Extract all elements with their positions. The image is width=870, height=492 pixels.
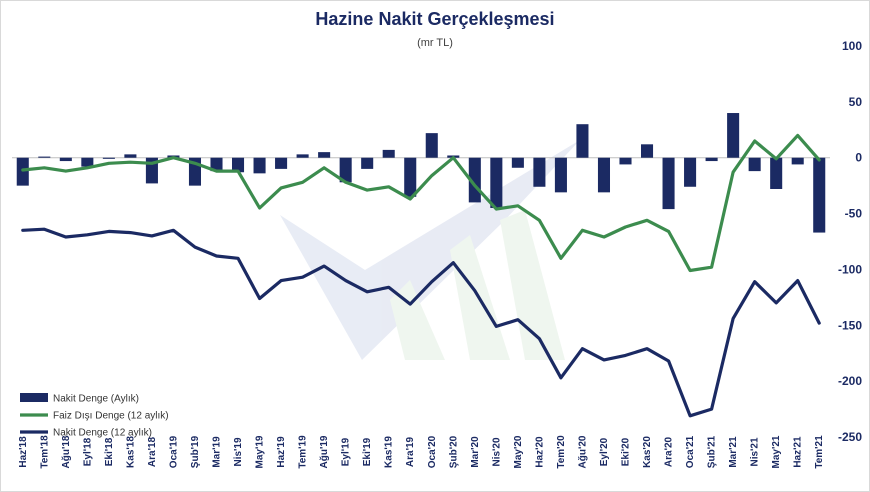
x-tick-label: May'20 — [513, 435, 524, 468]
legend-label: Nakit Denge (12 aylık) — [53, 428, 152, 439]
x-tick-label: Kas'18 — [125, 436, 136, 468]
bar-Nis'19 — [231, 157, 245, 173]
bar-Ara'20 — [662, 157, 675, 210]
bar-Nis'20 — [490, 157, 503, 208]
bar-May'19 — [253, 157, 266, 174]
x-tick-label: Tem'18 — [39, 435, 50, 469]
legend-label: Faiz Dışı Denge (12 aylık) — [53, 411, 169, 422]
x-tick-label: Tem'20 — [556, 435, 567, 469]
series-line-2 — [21, 227, 821, 418]
x-tick-label: Mar'20 — [470, 436, 481, 468]
bar-Kas'20 — [640, 144, 654, 158]
x-tick-label: Ağu'20 — [577, 435, 588, 468]
bar-Oca'20 — [425, 133, 438, 158]
y-tick-label: -50 — [845, 207, 863, 221]
y-tick-label: -250 — [838, 430, 862, 444]
bar-Eyl'18 — [81, 157, 94, 167]
bar-Eyl'19 — [339, 157, 352, 183]
x-tick-label: Ağu'18 — [61, 435, 72, 468]
x-tick-label: Eki'20 — [621, 437, 632, 466]
bar-Ağu'19 — [318, 152, 331, 158]
x-tick-label: Haz'19 — [276, 436, 287, 468]
bar-Kas'19 — [382, 149, 395, 158]
x-tick-label: Oca'20 — [427, 435, 438, 468]
bar-Eki'19 — [361, 157, 374, 169]
series-line-1 — [21, 133, 821, 273]
bar-May'21 — [770, 157, 783, 189]
bar-Oca'21 — [684, 157, 697, 187]
x-tick-label: Oca'21 — [685, 435, 696, 468]
x-tick-label: Ara'20 — [664, 436, 675, 467]
legend-label: Nakit Denge (Aylık) — [53, 394, 139, 405]
bar-Haz'21 — [791, 157, 804, 165]
y-tick-label: -100 — [838, 262, 862, 276]
x-tick-label: Eyl'19 — [341, 437, 352, 466]
bar-Ara'19 — [404, 157, 417, 197]
chart-subtitle: (mr TL) — [417, 37, 453, 49]
x-tick-label: Tem'19 — [298, 435, 309, 469]
y-tick-label: -200 — [838, 374, 862, 388]
bar-Haz'20 — [533, 157, 546, 187]
x-tick-label: Eki'19 — [362, 437, 373, 466]
x-tick-label: Ara'18 — [147, 436, 158, 467]
x-tick-label: Nis'20 — [491, 437, 502, 467]
x-tick-label: Şub'21 — [707, 435, 718, 468]
bar-Eyl'20 — [597, 157, 611, 193]
y-tick-label: 0 — [855, 151, 862, 165]
y-tick-label: -150 — [838, 318, 862, 332]
bar-May'20 — [511, 157, 524, 168]
x-tick-label: Eyl'18 — [82, 437, 93, 466]
bar-Eki'18 — [102, 157, 115, 159]
x-tick-label: Nis'21 — [750, 437, 761, 467]
bar-Haz'18 — [16, 157, 29, 186]
x-tick-label: Haz'18 — [18, 436, 29, 468]
x-tick-label: Oca'19 — [168, 435, 179, 468]
bar-Tem'19 — [296, 154, 309, 158]
x-tick-label: Haz'21 — [793, 436, 804, 468]
bar-Tem'20 — [554, 157, 567, 193]
bar-Kas'18 — [124, 154, 137, 158]
x-tick-label: Mar'21 — [728, 436, 739, 468]
x-tick-label: Haz'20 — [534, 436, 545, 468]
x-tick-label: Kas'20 — [642, 436, 653, 468]
bar-Nis'21 — [748, 157, 761, 172]
bar-Ağu'20 — [576, 124, 589, 158]
bar-Ağu'18 — [59, 157, 72, 162]
y-tick-label: 100 — [842, 39, 862, 53]
x-tick-label: Eyl'20 — [599, 437, 610, 466]
x-tick-label: Ağu'19 — [319, 435, 330, 468]
bar-Şub'21 — [705, 157, 718, 162]
x-tick-label: Eki'18 — [104, 437, 115, 466]
x-tick-label: Şub'20 — [448, 435, 459, 468]
x-tick-label: Şub'19 — [190, 435, 201, 468]
bar-Haz'19 — [275, 157, 288, 169]
x-tick-label: Mar'19 — [212, 436, 223, 468]
x-tick-label: Ara'19 — [405, 436, 416, 467]
x-tick-label: Nis'19 — [233, 437, 244, 467]
bar-Mar'21 — [727, 113, 740, 158]
y-tick-label: 50 — [849, 95, 863, 109]
x-tick-label: May'19 — [255, 435, 266, 468]
bar-Eki'20 — [619, 157, 632, 165]
chart-title: Hazine Nakit Gerçekleşmesi — [315, 9, 555, 29]
bar-Mar'19 — [210, 157, 223, 172]
x-tick-label: Tem'21 — [814, 435, 825, 469]
bar-Tem'18 — [38, 156, 51, 158]
legend-swatch-bar — [20, 393, 48, 402]
bar-Tem'21 — [813, 157, 826, 233]
x-tick-label: May'21 — [771, 435, 782, 468]
x-tick-label: Kas'19 — [384, 436, 395, 468]
